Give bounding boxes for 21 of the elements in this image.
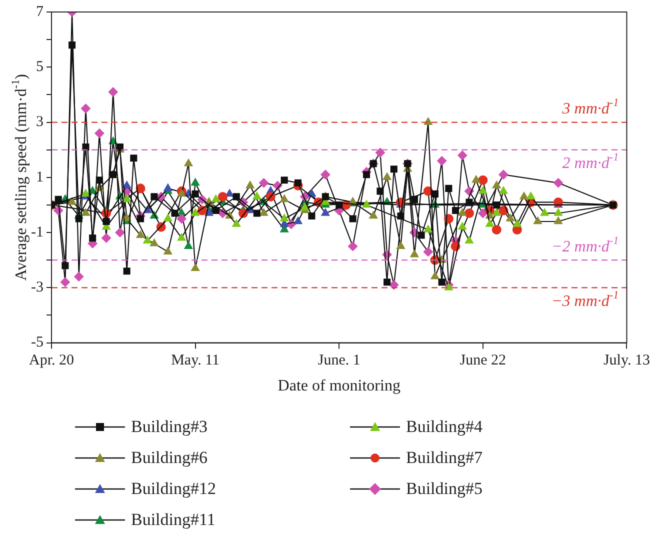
y-tick-label: 3 bbox=[36, 114, 44, 130]
legend-label: Building#5 bbox=[406, 479, 483, 499]
y-tick-label: 5 bbox=[36, 59, 44, 76]
legend-label: Building#4 bbox=[406, 417, 483, 437]
y-tick-label: 1 bbox=[36, 169, 44, 186]
legend-label: Building#3 bbox=[131, 417, 208, 437]
x-tick-label: June 22 bbox=[460, 352, 506, 369]
legend-label: Building#6 bbox=[131, 448, 208, 468]
x-tick-label: June. 1 bbox=[318, 352, 360, 369]
y-axis-title: Average settling speed (mm·d-1) bbox=[10, 74, 30, 281]
y-tick-label: -3 bbox=[30, 280, 44, 296]
x-tick-label: May. 11 bbox=[171, 352, 220, 369]
y-tick-label: 7 bbox=[36, 4, 44, 20]
y-tick-label: -5 bbox=[30, 334, 44, 351]
x-tick-label: July. 13 bbox=[603, 352, 650, 369]
x-tick-label: Apr. 20 bbox=[28, 352, 74, 369]
y-tick-label: -1 bbox=[30, 224, 44, 240]
legend-label: Building#12 bbox=[131, 479, 216, 499]
legend-label: Building#7 bbox=[406, 448, 483, 468]
legend-label: Building#11 bbox=[131, 510, 216, 530]
x-axis-title: Date of monitoring bbox=[278, 378, 400, 395]
